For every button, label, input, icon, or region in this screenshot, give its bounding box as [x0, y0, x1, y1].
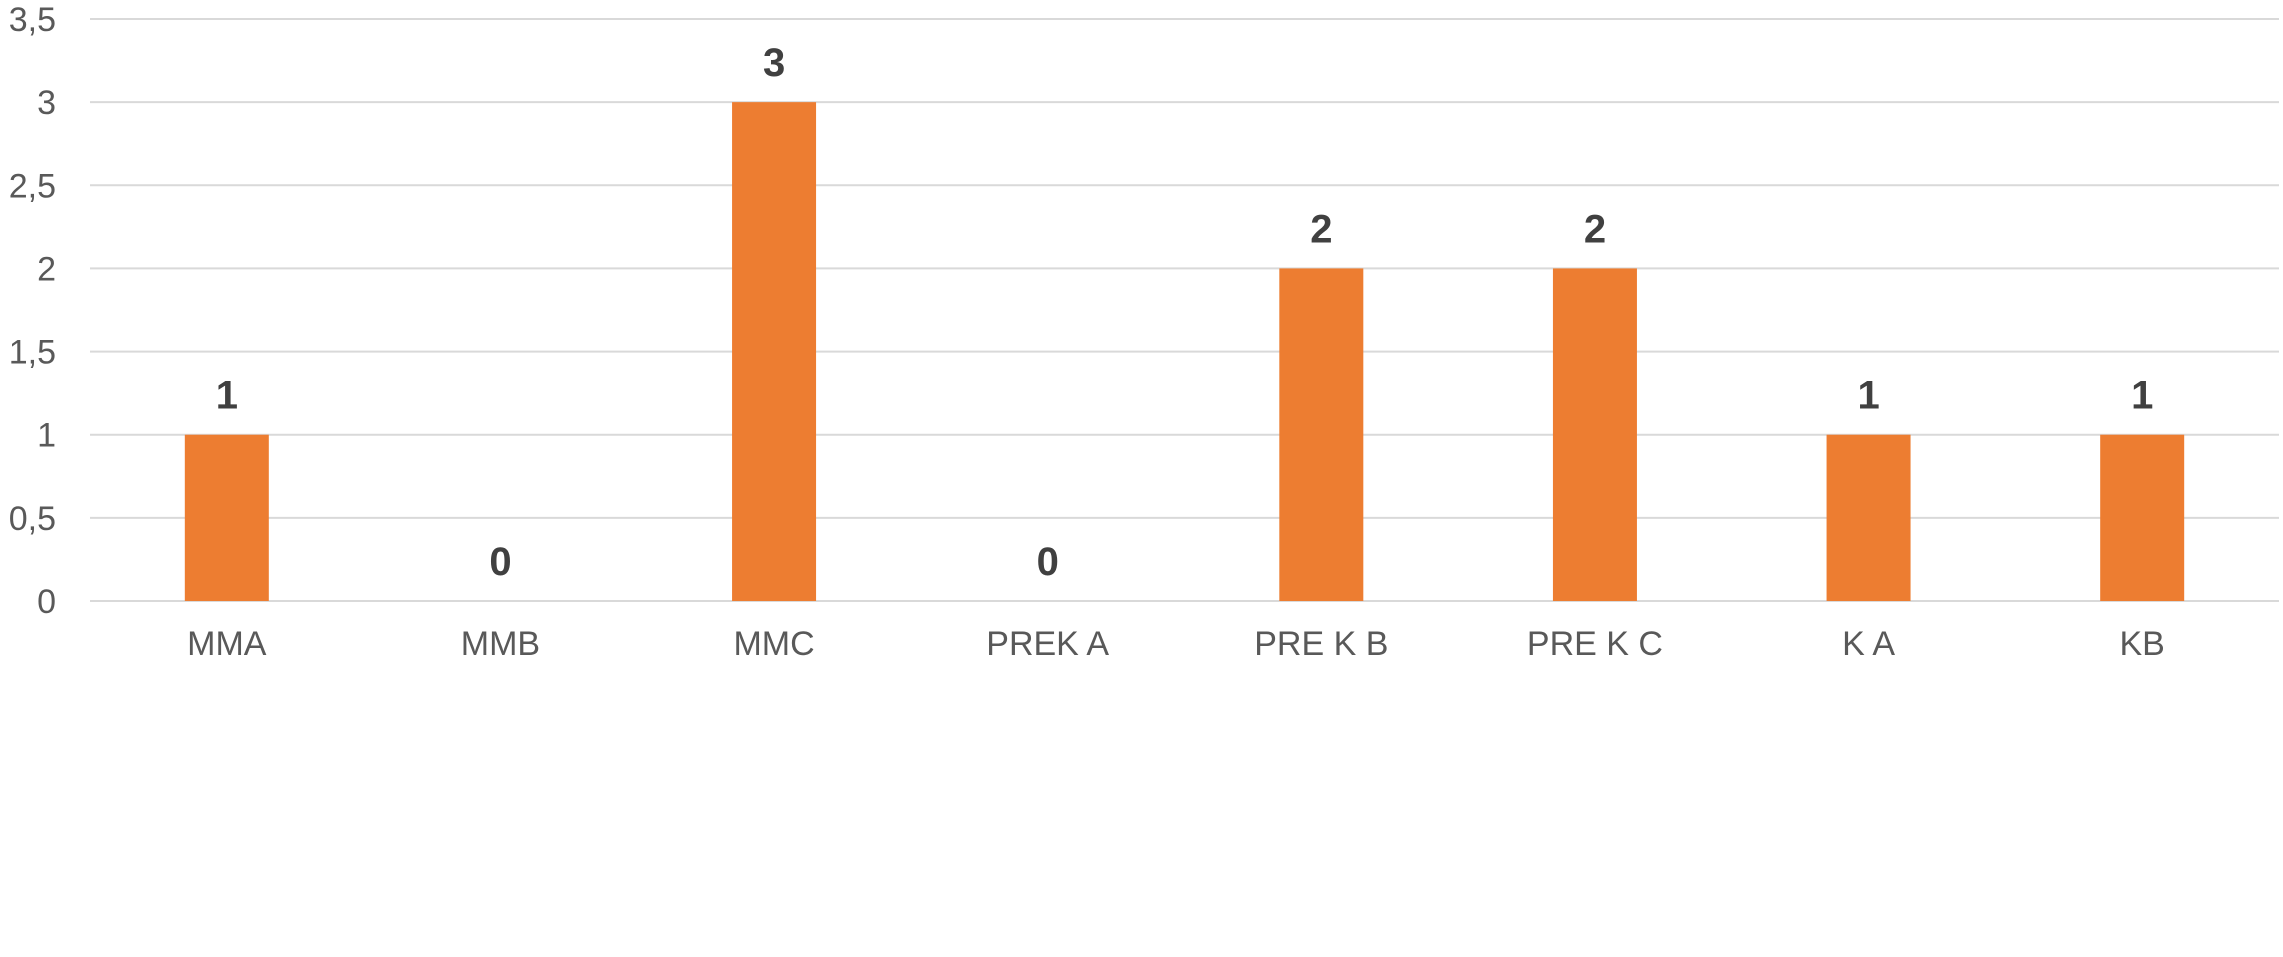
bar	[1279, 268, 1364, 601]
bars	[184, 102, 2185, 602]
y-tick-label: 2,5	[9, 167, 56, 205]
data-label: 1	[1857, 374, 1879, 418]
x-tick-label: MMB	[461, 625, 540, 663]
x-tick-label: PRE K B	[1254, 625, 1388, 663]
x-tick-label: MMC	[733, 625, 814, 663]
y-axis-tick-labels: 0 0,5 1 1,5 2 2,5 3 3,5	[9, 1, 56, 621]
bar	[184, 434, 269, 601]
x-axis-tick-labels: MMA MMB MMC PREK A PRE K B PRE K C K A KB	[187, 625, 2165, 663]
gridlines	[90, 18, 2279, 602]
data-label: 2	[1310, 207, 1332, 251]
data-label: 0	[1037, 540, 1059, 584]
data-label: 1	[216, 374, 238, 418]
data-label: 3	[763, 41, 785, 85]
bar	[2100, 434, 2185, 601]
x-tick-label: MMA	[187, 625, 267, 663]
y-tick-label: 3	[37, 84, 56, 122]
y-tick-label: 0	[37, 583, 56, 621]
x-tick-label: KB	[2120, 625, 2165, 663]
x-tick-label: PRE K C	[1527, 625, 1663, 663]
bar	[1552, 268, 1637, 601]
y-tick-label: 3,5	[9, 1, 56, 39]
data-labels: 1 0 3 0 2 2 1 1	[216, 41, 2154, 584]
y-tick-label: 0,5	[9, 500, 56, 538]
bar	[732, 102, 817, 602]
x-tick-label: PREK A	[986, 625, 1109, 663]
data-label: 1	[2131, 374, 2153, 418]
y-tick-label: 2	[37, 250, 56, 288]
y-tick-label: 1	[37, 417, 56, 455]
bar	[1826, 434, 1911, 601]
data-label: 2	[1584, 207, 1606, 251]
y-tick-label: 1,5	[9, 334, 56, 372]
data-label: 0	[489, 540, 511, 584]
x-tick-label: K A	[1842, 625, 1895, 663]
